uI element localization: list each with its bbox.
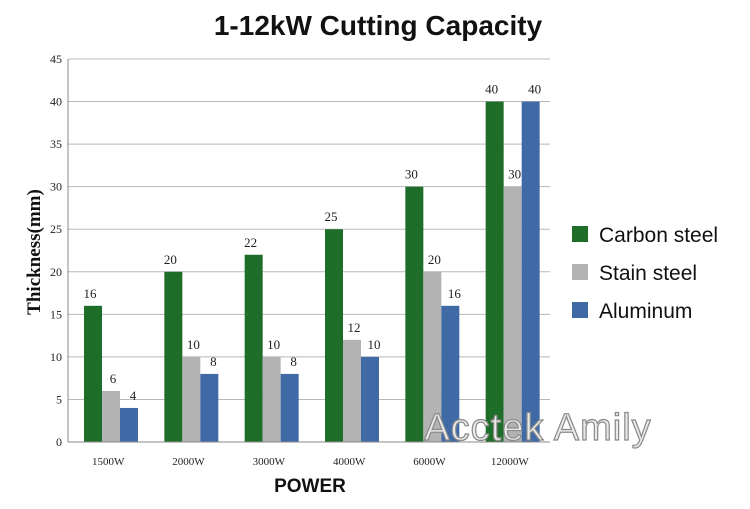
bar-aluminum xyxy=(280,373,299,442)
bar-stain-steel xyxy=(343,339,361,442)
legend-label-carbon-steel: Carbon steel xyxy=(599,224,718,247)
data-label-stain-steel: 12 xyxy=(348,320,361,335)
chart-title: 1-12kW Cutting Capacity xyxy=(214,10,543,41)
x-tick-label: 2000W xyxy=(172,456,205,468)
bar-carbon-steel xyxy=(84,305,102,442)
y-axis-ticks: 0 5 10 15 20 25 30 35 40 45 xyxy=(50,52,62,449)
data-label-stain-steel: 30 xyxy=(508,167,521,182)
data-label-aluminum: 16 xyxy=(448,286,462,301)
data-label-stain-steel: 10 xyxy=(187,337,200,352)
data-label-carbon-steel: 16 xyxy=(84,286,98,301)
bar-carbon-steel xyxy=(325,229,343,442)
data-label-stain-steel: 10 xyxy=(267,337,280,352)
data-label-aluminum: 8 xyxy=(290,354,297,369)
x-tick-label: 3000W xyxy=(253,456,286,468)
legend-swatch-carbon-steel xyxy=(572,226,588,242)
bar-carbon-steel xyxy=(244,254,263,442)
bar-aluminum xyxy=(200,373,219,442)
bar-carbon-steel xyxy=(485,101,504,443)
y-tick-label: 15 xyxy=(50,307,62,321)
gridlines xyxy=(67,58,550,443)
data-label-carbon-steel: 30 xyxy=(405,167,418,182)
bar-aluminum xyxy=(521,101,540,443)
data-label-carbon-steel: 22 xyxy=(244,235,257,250)
x-tick-label: 4000W xyxy=(333,456,366,468)
y-tick-label: 5 xyxy=(56,392,62,406)
y-tick-label: 25 xyxy=(50,222,62,236)
data-labels: 16 64 20 10 8 22 10 8 25 12 10 30 20 16 40 30 40 xyxy=(84,82,542,403)
y-tick-label: 40 xyxy=(50,95,62,109)
bars xyxy=(84,101,540,443)
legend-label-aluminum: Aluminum xyxy=(599,300,692,323)
y-tick-label: 30 xyxy=(50,180,62,194)
bar-stain-steel xyxy=(262,356,281,442)
bar-carbon-steel xyxy=(405,186,424,442)
bar-aluminum xyxy=(120,407,138,442)
data-label-aluminum: 40 xyxy=(528,82,541,97)
y-tick-label: 20 xyxy=(50,265,62,279)
data-label-stain-steel: 20 xyxy=(428,252,441,267)
bar-aluminum xyxy=(441,305,460,442)
bar-carbon-steel xyxy=(164,271,183,442)
y-tick-label: 0 xyxy=(56,435,62,449)
x-tick-label: 1500W xyxy=(92,456,125,468)
legend-swatch-aluminum xyxy=(572,302,588,318)
x-tick-label: 12000W xyxy=(491,456,530,468)
x-tick-label: 6000W xyxy=(413,456,446,468)
data-label-carbon-steel: 25 xyxy=(325,209,338,224)
watermark-text: Acctek Amily xyxy=(424,407,651,449)
data-label-aluminum: 10 xyxy=(368,337,381,352)
bar-stain-steel xyxy=(182,356,201,442)
data-label-stain-steel: 6 xyxy=(110,371,117,386)
y-tick-label: 35 xyxy=(50,137,62,151)
bar-aluminum xyxy=(361,356,379,442)
data-label-carbon-steel: 20 xyxy=(164,252,177,267)
legend-label-stain-steel: Stain steel xyxy=(599,262,697,285)
bar-stain-steel xyxy=(102,390,120,442)
data-label-aluminum: 4 xyxy=(130,388,137,403)
legend: Carbon steel Stain steel Aluminum xyxy=(572,224,718,323)
bar-stain-steel xyxy=(423,271,442,442)
legend-swatch-stain-steel xyxy=(572,264,588,280)
data-label-aluminum: 8 xyxy=(210,354,217,369)
x-axis-label: POWER xyxy=(274,476,346,497)
y-axis-label: Thickness(mm) xyxy=(24,189,45,315)
y-tick-label: 45 xyxy=(50,52,62,66)
bar-stain-steel xyxy=(503,186,522,442)
data-label-carbon-steel: 40 xyxy=(485,82,498,97)
y-tick-label: 10 xyxy=(50,350,62,364)
x-axis-categories: 1500W 2000W 3000W 4000W 6000W 12000W xyxy=(92,456,529,468)
